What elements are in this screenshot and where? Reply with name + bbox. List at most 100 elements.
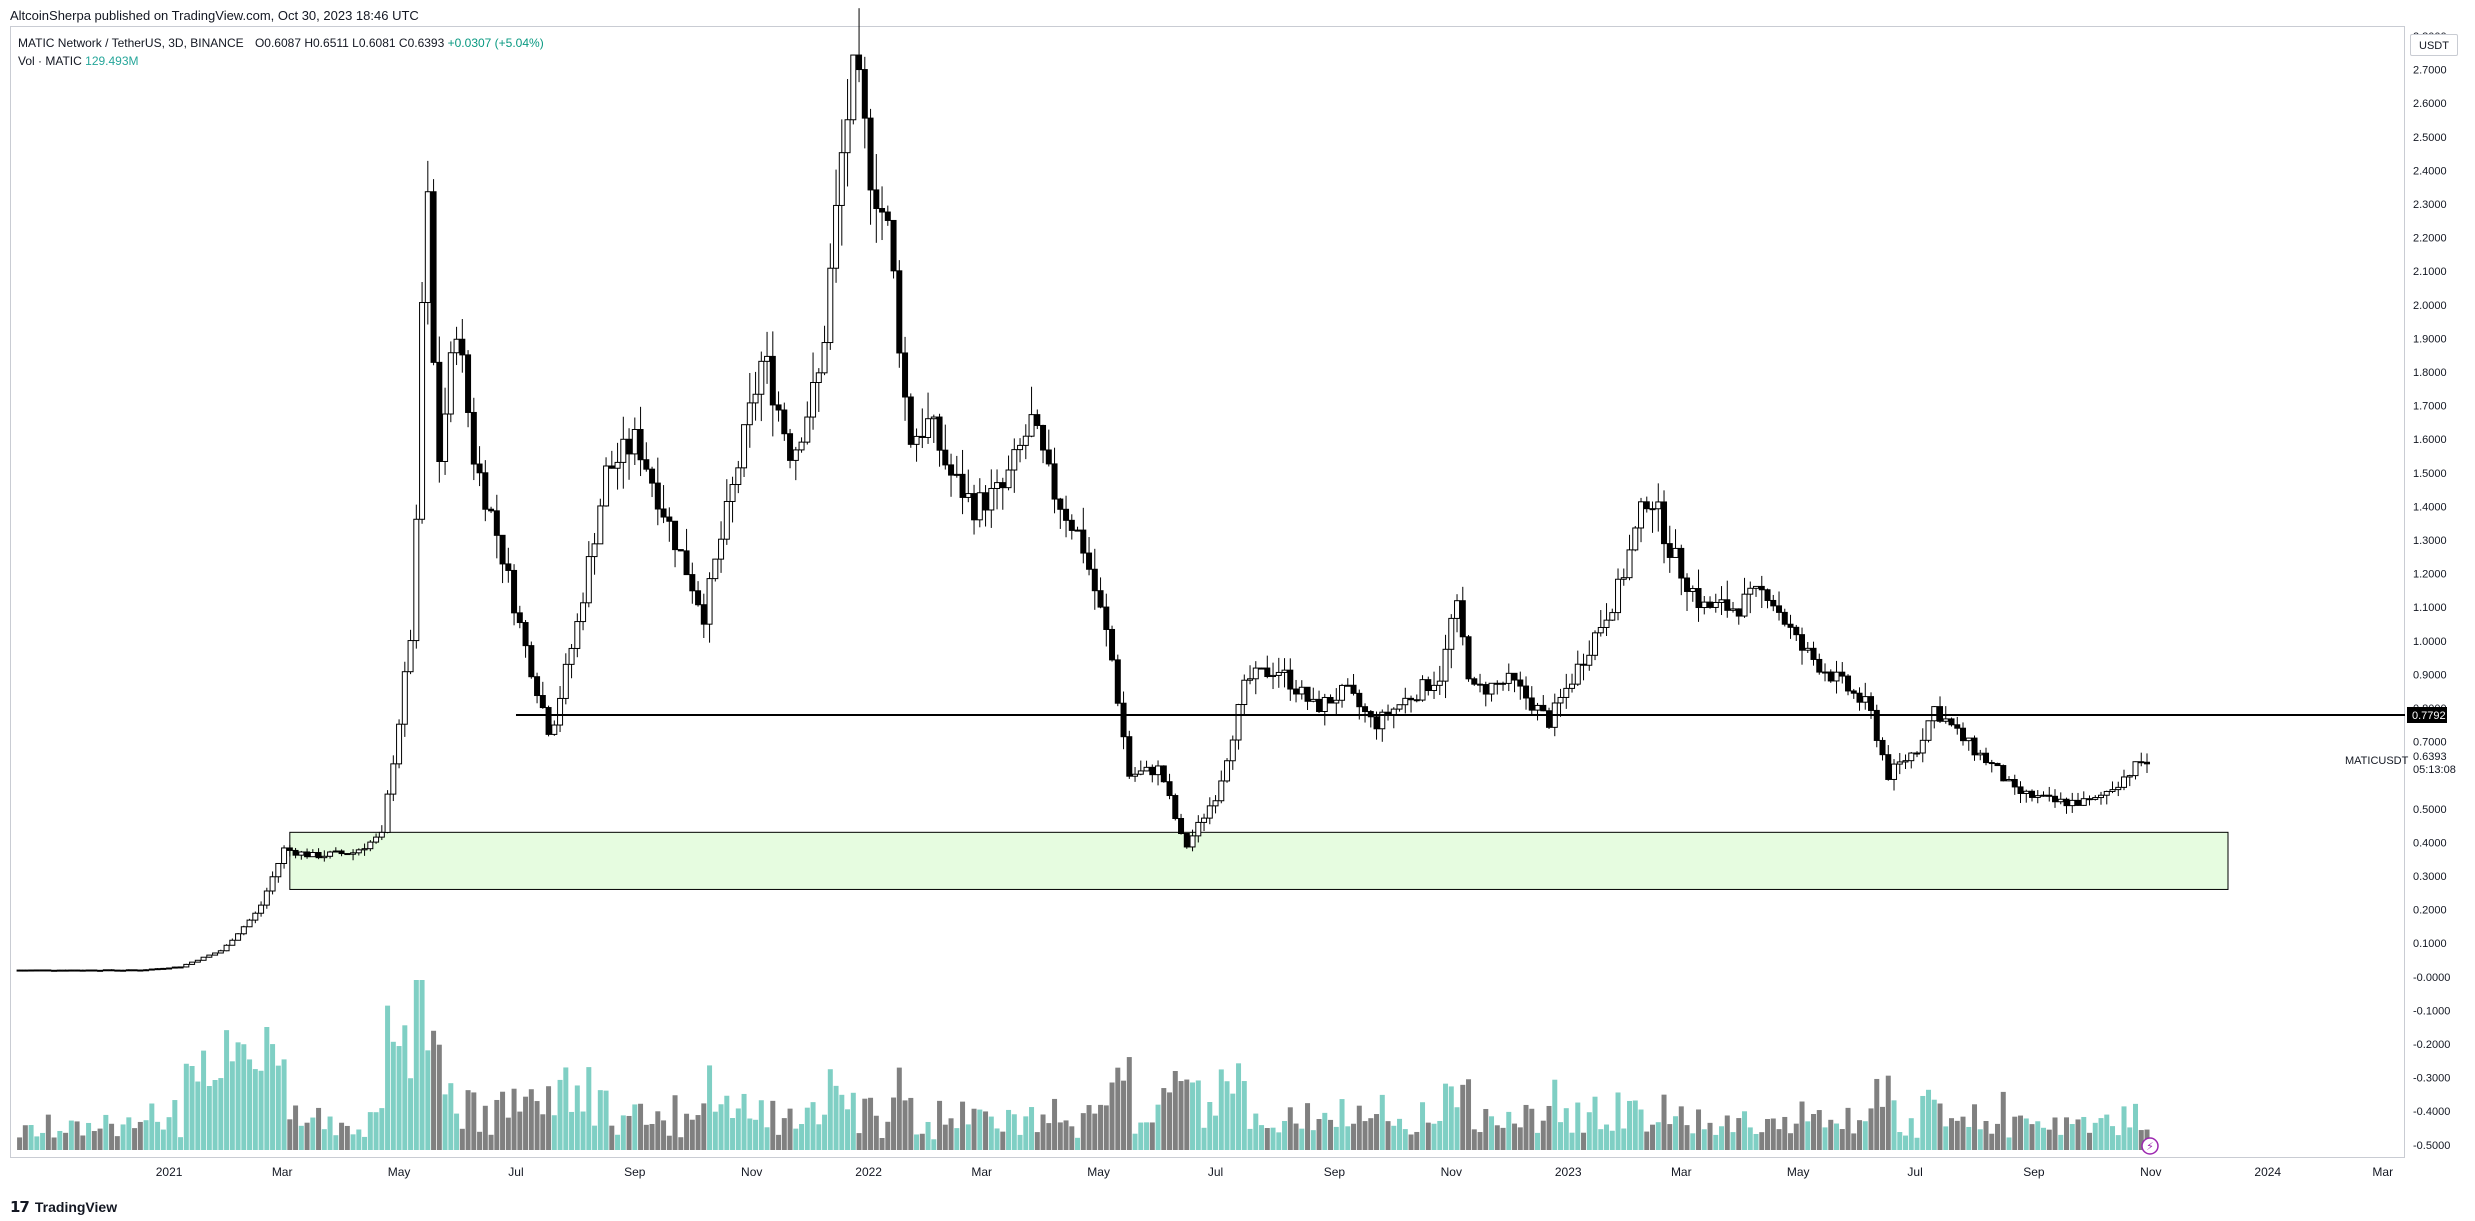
volume-bar <box>1586 1112 1592 1150</box>
candle-down <box>643 459 650 470</box>
candle-up <box>930 416 937 420</box>
candle-down <box>1885 754 1892 780</box>
candle-up <box>252 912 259 921</box>
volume-bar <box>459 1128 465 1150</box>
price-tick-label: 0.1000 <box>2413 938 2447 950</box>
candle-up <box>1712 601 1719 608</box>
volume-bar <box>258 1070 264 1150</box>
candle-down <box>286 847 293 851</box>
volume-bar <box>511 1088 517 1150</box>
volume-bar <box>34 1136 40 1150</box>
candle-down <box>465 354 472 413</box>
volume-bar <box>942 1124 948 1150</box>
candle-down <box>959 473 966 498</box>
volume-bar <box>189 1066 195 1150</box>
candle-up <box>1011 449 1018 471</box>
volume-bar <box>2046 1129 2052 1150</box>
volume-bar <box>1190 1082 1196 1150</box>
candle-up <box>235 933 242 941</box>
volume-bar <box>804 1107 810 1150</box>
volume-bar <box>1477 1132 1483 1150</box>
volume-bar <box>1023 1116 1029 1150</box>
candle-up <box>735 467 742 486</box>
candle-down <box>1471 678 1478 685</box>
volume-bar <box>1845 1107 1851 1150</box>
time-tick-label: Mar <box>1671 1165 1692 1179</box>
volume-bar <box>1983 1120 1989 1150</box>
candle-up <box>2103 790 2110 796</box>
price-tick-label: 2.3000 <box>2413 199 2447 211</box>
candle-up <box>160 967 167 970</box>
candle-down <box>856 54 863 71</box>
candle-up <box>574 621 581 649</box>
price-tick-label: 0.9000 <box>2413 669 2447 681</box>
candle-up <box>815 372 822 384</box>
volume-bar <box>580 1111 586 1150</box>
volume-bar <box>603 1090 609 1150</box>
volume-bar <box>1408 1134 1414 1150</box>
volume-bar <box>1080 1113 1086 1150</box>
chart-pane[interactable] <box>10 26 2405 1158</box>
volume-bar <box>1575 1102 1581 1150</box>
volume-bar <box>1966 1126 1972 1150</box>
candle-up <box>275 862 282 878</box>
volume-bar <box>120 1124 126 1150</box>
volume-bar <box>155 1121 161 1150</box>
symbol-title[interactable]: MATIC Network / TetherUS, 3D, BINANCE <box>18 36 244 50</box>
candle-up <box>1224 760 1231 782</box>
candle-up <box>718 538 725 560</box>
volume-bar <box>1914 1137 1920 1150</box>
brand-label: TradingView <box>34 1199 118 1215</box>
volume-bar <box>1506 1111 1512 1150</box>
candle-down <box>315 852 322 859</box>
candle-up <box>988 487 995 511</box>
volume-bar <box>1638 1109 1644 1150</box>
volume-bar <box>494 1099 500 1150</box>
price-tick-label: 0.5000 <box>2413 804 2447 816</box>
volume-bar <box>1920 1095 1926 1150</box>
volume-bar <box>2075 1119 2081 1150</box>
volume-bar <box>1063 1120 1069 1150</box>
volume-label[interactable]: Vol · MATIC <box>18 54 82 68</box>
candle-down <box>1839 671 1846 677</box>
candle-up <box>804 416 811 443</box>
candle-down <box>499 534 506 565</box>
candle-up <box>350 852 357 855</box>
candle-up <box>154 968 161 971</box>
candle-up <box>384 793 391 833</box>
volume-bar <box>919 1133 925 1150</box>
candle-down <box>1097 590 1104 608</box>
change-value: +0.0307 (+5.04%) <box>447 36 544 50</box>
candle-down <box>2144 761 2151 765</box>
volume-bar <box>1897 1132 1903 1150</box>
candle-down <box>1960 727 1967 742</box>
candle-down <box>2046 794 2053 797</box>
currency-button[interactable]: USDT <box>2410 34 2458 56</box>
candle-down <box>1057 498 1064 510</box>
candle-down <box>2075 799 2082 806</box>
volume-bar <box>1765 1118 1771 1150</box>
candle-down <box>902 352 909 398</box>
candle-up <box>2057 798 2064 803</box>
candle-up <box>1862 696 1869 703</box>
candle-up <box>723 500 730 540</box>
candle-down <box>114 969 121 972</box>
volume-bar <box>1420 1102 1426 1150</box>
volume-bar <box>1259 1125 1265 1150</box>
volume-bar <box>2087 1132 2093 1150</box>
volume-bar <box>1512 1123 1518 1150</box>
candle-down <box>97 969 104 972</box>
volume-bar <box>247 1059 253 1150</box>
volume-bar <box>367 1112 373 1150</box>
volume-bar <box>252 1069 258 1150</box>
tradingview-logo[interactable]: 𝟭𝟳 TradingView <box>10 1198 117 1216</box>
price-tick-label: 0.7000 <box>2413 737 2447 749</box>
volume-bar <box>2035 1121 2041 1150</box>
volume-bar <box>1632 1100 1638 1150</box>
candle-down <box>1160 765 1167 783</box>
volume-bar <box>339 1122 345 1150</box>
candle-down <box>2017 786 2024 794</box>
candle-down <box>534 676 541 697</box>
volume-bar <box>1834 1123 1840 1150</box>
